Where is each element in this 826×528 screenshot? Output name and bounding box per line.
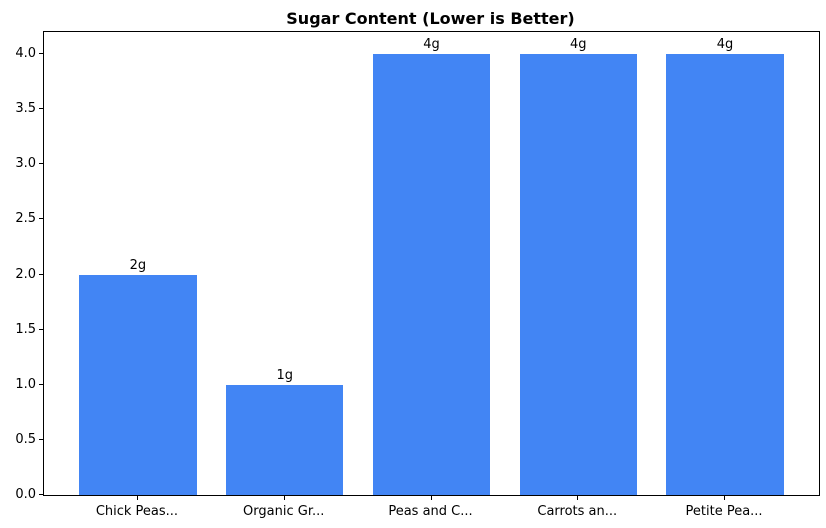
bar bbox=[226, 384, 344, 495]
x-tick-label: Petite Pea... bbox=[685, 504, 763, 519]
x-tick-label: Peas and C... bbox=[388, 504, 473, 519]
y-tick-label: 0.5 bbox=[15, 431, 36, 447]
bar-value-label: 4g bbox=[716, 37, 734, 53]
y-tick-label: 2.0 bbox=[15, 266, 36, 282]
x-tick-mark bbox=[136, 496, 138, 500]
bar bbox=[79, 274, 197, 495]
x-tick-label: Chick Peas... bbox=[95, 504, 179, 519]
y-tick-label: 2.5 bbox=[15, 211, 36, 227]
y-tick-label: 3.0 bbox=[15, 156, 36, 172]
x-tick-mark bbox=[283, 496, 285, 500]
chart-title: Sugar Content (Lower is Better) bbox=[286, 9, 575, 28]
y-tick-mark bbox=[39, 494, 43, 495]
y-tick-mark bbox=[39, 273, 43, 275]
y-tick-label: 3.5 bbox=[15, 101, 36, 117]
y-tick-mark bbox=[39, 108, 43, 110]
bar bbox=[666, 54, 784, 495]
x-tick-label: Carrots an... bbox=[537, 504, 618, 519]
y-tick-label: 1.5 bbox=[15, 321, 36, 337]
y-tick-label: 4.0 bbox=[15, 46, 36, 62]
y-tick-label: 1.0 bbox=[15, 376, 36, 392]
x-tick-mark bbox=[430, 496, 432, 500]
bar bbox=[372, 54, 491, 495]
y-tick-mark bbox=[39, 163, 43, 165]
y-tick-mark bbox=[39, 218, 43, 220]
y-tick-label: 0.0 bbox=[15, 487, 36, 502]
bar-value-label: 4g bbox=[570, 37, 587, 53]
x-tick-mark bbox=[577, 496, 579, 500]
bar-value-label: 4g bbox=[423, 37, 440, 53]
x-tick-label: Organic Gr... bbox=[243, 504, 325, 519]
bar-value-label: 2g bbox=[129, 257, 147, 273]
y-tick-mark bbox=[39, 328, 43, 330]
y-tick-mark bbox=[39, 438, 43, 440]
y-tick-mark bbox=[39, 383, 43, 385]
bar-value-label: 1g bbox=[276, 367, 293, 383]
bar bbox=[519, 54, 637, 495]
plot-area: 2g 1g 4g 4g 4g bbox=[43, 31, 820, 496]
y-tick-mark bbox=[39, 53, 43, 55]
x-tick-mark bbox=[724, 496, 726, 500]
